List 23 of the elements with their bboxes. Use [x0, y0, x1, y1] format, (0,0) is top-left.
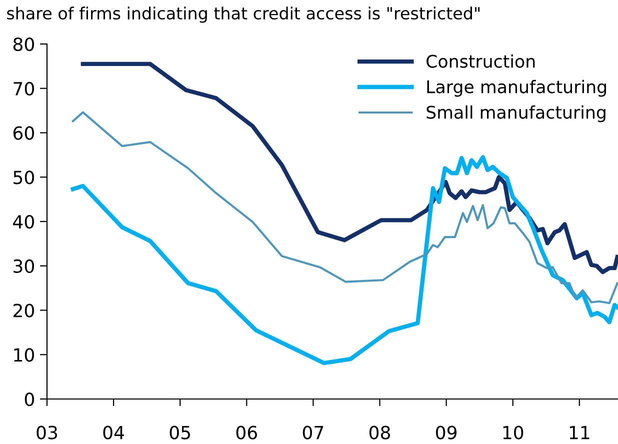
y-tick-label: 30 — [14, 259, 34, 273]
legend-label: Construction — [426, 54, 535, 68]
x-tick-label: 05 — [170, 426, 190, 440]
x-tick-label: 04 — [103, 426, 124, 440]
x-tick-label: 07 — [302, 426, 324, 440]
legend-label: Small manufacturing — [426, 105, 606, 122]
y-tick-label: 80 — [13, 37, 34, 52]
x-tick-label: 08 — [369, 426, 390, 440]
x-tick-label: 10 — [503, 426, 524, 440]
y-tick-label: 0 — [24, 392, 34, 406]
y-tick-label: 40 — [13, 214, 34, 229]
line-series — [70, 155, 618, 366]
y-tick-label: 70 — [14, 82, 34, 96]
x-tick-label: 06 — [236, 426, 257, 440]
y-tick-label: 60 — [13, 126, 34, 140]
x-tick-label: 03 — [36, 426, 58, 440]
y-tick-label: 20 — [14, 304, 34, 318]
x-tick-label: 09 — [436, 426, 457, 440]
y-tick-label: 10 — [14, 348, 34, 362]
legend-label: Large manufacturing — [427, 80, 606, 97]
y-tick-label: 50 — [14, 170, 34, 184]
x-tick-label: 11 — [570, 426, 590, 440]
chart-title: share of firms indicating that credit access is "restricted" — [7, 6, 480, 23]
